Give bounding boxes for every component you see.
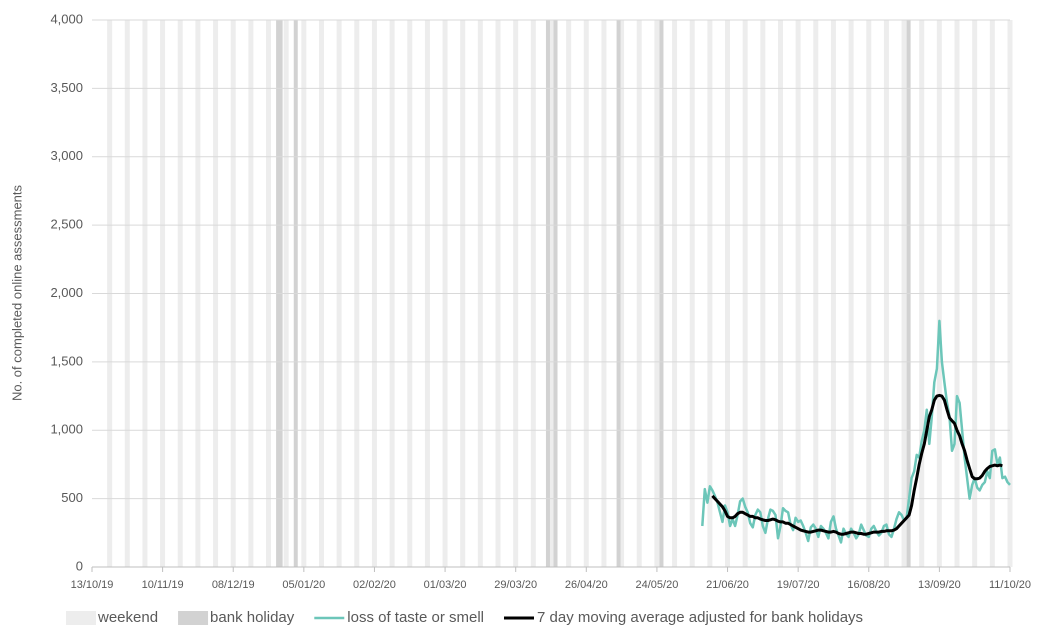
y-tick-label: 2,500 — [50, 217, 83, 232]
legend-label: weekend — [97, 609, 158, 626]
y-axis-label: No. of completed online assessments — [9, 184, 24, 401]
x-tick-label: 11/10/20 — [989, 579, 1031, 591]
y-tick-label: 1,000 — [50, 422, 83, 437]
legend-swatch — [66, 611, 96, 625]
x-tick-label: 01/03/20 — [424, 579, 467, 591]
line — [711, 393, 1003, 536]
x-tick-label: 13/10/19 — [71, 579, 114, 591]
y-tick-label: 500 — [61, 490, 83, 505]
x-tick-label: 26/04/20 — [565, 579, 608, 591]
x-tick-label: 08/12/19 — [212, 579, 255, 591]
legend-swatch — [178, 611, 209, 625]
x-tick-label: 21/06/20 — [706, 579, 749, 591]
legend-label: 7 day moving average adjusted for bank h… — [537, 609, 863, 626]
x-tick-label: 13/09/20 — [918, 579, 961, 591]
legend-label: bank holiday — [210, 609, 295, 626]
line — [701, 319, 1011, 544]
x-tick-label: 24/05/20 — [636, 579, 679, 591]
x-tick-label: 02/02/20 — [353, 579, 396, 591]
x-tick-label: 05/01/20 — [282, 579, 325, 591]
y-tick-label: 4,000 — [50, 11, 83, 26]
x-tick-label: 16/08/20 — [847, 579, 890, 591]
x-tick-label: 10/11/19 — [142, 579, 184, 591]
y-tick-label: 3,500 — [50, 80, 83, 95]
y-tick-label: 2,000 — [50, 285, 83, 300]
legend-label: loss of taste or smell — [347, 609, 484, 626]
x-tick-label: 29/03/20 — [494, 579, 537, 591]
x-tick-label: 19/07/20 — [777, 579, 820, 591]
y-tick-label: 3,000 — [50, 148, 83, 163]
y-tick-label: 1,500 — [50, 353, 83, 368]
y-tick-label: 0 — [76, 558, 83, 573]
